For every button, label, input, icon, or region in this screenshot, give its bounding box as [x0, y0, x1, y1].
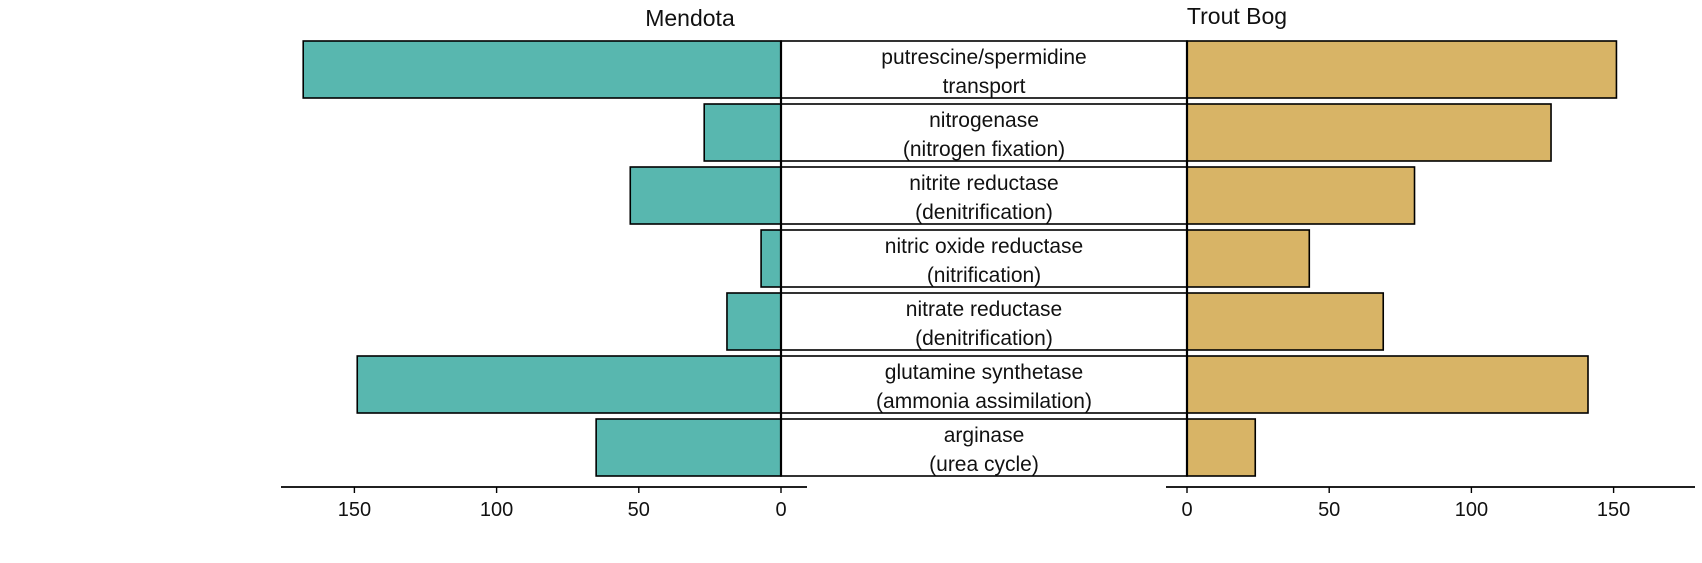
- category-label-line: (urea cycle): [929, 453, 1039, 476]
- category-label-line: (nitrification): [927, 264, 1041, 287]
- left-x-tick-label: 50: [628, 499, 650, 521]
- bar-mendota: [302, 40, 782, 99]
- bar-mendota: [356, 355, 782, 414]
- category-label-box: [780, 166, 1188, 225]
- right-x-tick-label: 50: [1318, 499, 1340, 521]
- category-label-line: nitrate reductase: [906, 298, 1062, 321]
- right-panel-title: Trout Bog: [1187, 3, 1287, 29]
- category-label-line: arginase: [944, 424, 1025, 447]
- category-label-line: (denitrification): [915, 327, 1053, 350]
- category-label-line: transport: [943, 75, 1026, 98]
- category-label-line: nitrite reductase: [909, 172, 1058, 195]
- category-label-line: nitric oxide reductase: [885, 235, 1083, 258]
- category-label-line: nitrogenase: [929, 109, 1039, 132]
- category-label: arginase (urea cycle): [929, 424, 1039, 476]
- category-label: nitrite reductase (denitrification): [909, 172, 1058, 224]
- category-label-box: [780, 355, 1188, 414]
- bar-mendota: [726, 292, 782, 351]
- category-label-box: [780, 40, 1188, 99]
- left-x-tick-label: 0: [775, 499, 786, 521]
- left-panel-title: Mendota: [645, 5, 735, 31]
- bar-trout-bog: [1186, 292, 1385, 351]
- category-label: nitric oxide reductase (nitrification): [885, 235, 1083, 287]
- bar-trout-bog: [1186, 166, 1416, 225]
- category-label: nitrate reductase (denitrification): [906, 298, 1062, 350]
- chart-marks: putrescine/spermidine transport nitrogenas…: [302, 40, 1618, 477]
- category-label-line: (denitrification): [915, 201, 1053, 224]
- chart-axes: 0 0 50 50 100 100 150 150: [281, 41, 1695, 521]
- category-label: putrescine/spermidine transport: [881, 46, 1086, 98]
- bar-trout-bog: [1186, 229, 1311, 288]
- left-x-tick-label: 150: [338, 499, 371, 521]
- category-label-box: [780, 292, 1188, 351]
- right-x-tick-label: 100: [1455, 499, 1488, 521]
- right-x-tick-label: 150: [1597, 499, 1630, 521]
- category-label: glutamine synthetase (ammonia assimilatio…: [876, 361, 1092, 413]
- bar-trout-bog: [1186, 355, 1589, 414]
- category-label-line: glutamine synthetase: [885, 361, 1083, 384]
- category-label-line: putrescine/spermidine: [881, 46, 1086, 69]
- bar-trout-bog: [1186, 418, 1257, 477]
- category-label-line: (ammonia assimilation): [876, 390, 1092, 413]
- bar-mendota: [595, 418, 782, 477]
- bar-mendota: [760, 229, 782, 288]
- category-label: nitrogenase (nitrogen fixation): [903, 109, 1065, 161]
- bar-mendota: [703, 103, 782, 162]
- bar-trout-bog: [1186, 40, 1618, 99]
- category-label-line: (nitrogen fixation): [903, 138, 1065, 161]
- right-x-tick-label: 0: [1181, 499, 1192, 521]
- bar-mendota: [629, 166, 782, 225]
- left-x-tick-label: 100: [480, 499, 513, 521]
- bar-trout-bog: [1186, 103, 1552, 162]
